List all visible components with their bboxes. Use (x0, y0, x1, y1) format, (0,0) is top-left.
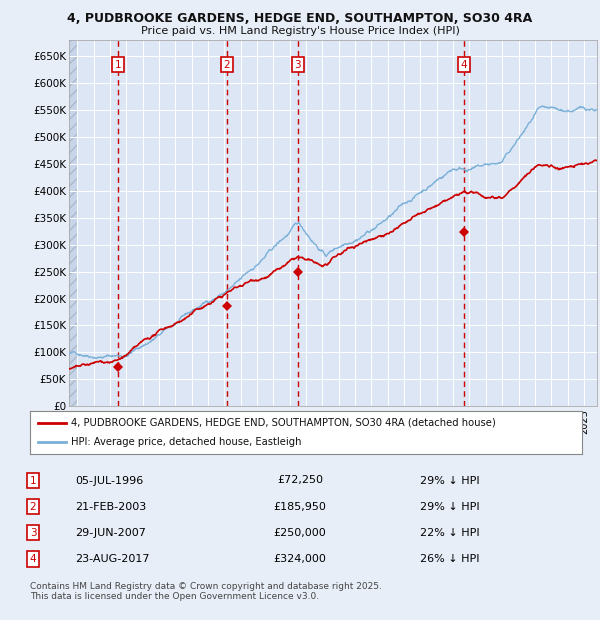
Text: 26% ↓ HPI: 26% ↓ HPI (420, 554, 479, 564)
Text: 29% ↓ HPI: 29% ↓ HPI (420, 502, 479, 512)
Text: £185,950: £185,950 (274, 502, 326, 512)
Text: 3: 3 (29, 528, 37, 538)
Text: £324,000: £324,000 (274, 554, 326, 564)
Text: 29-JUN-2007: 29-JUN-2007 (75, 528, 146, 538)
Text: 2: 2 (29, 502, 37, 512)
Text: 3: 3 (295, 60, 301, 69)
Text: Contains HM Land Registry data © Crown copyright and database right 2025.
This d: Contains HM Land Registry data © Crown c… (30, 582, 382, 601)
Text: Price paid vs. HM Land Registry's House Price Index (HPI): Price paid vs. HM Land Registry's House … (140, 26, 460, 36)
Text: 21-FEB-2003: 21-FEB-2003 (75, 502, 146, 512)
Text: 1: 1 (29, 476, 37, 485)
Text: 1: 1 (115, 60, 121, 69)
Text: 22% ↓ HPI: 22% ↓ HPI (420, 528, 479, 538)
Text: 23-AUG-2017: 23-AUG-2017 (75, 554, 149, 564)
Text: £250,000: £250,000 (274, 528, 326, 538)
Text: 4, PUDBROOKE GARDENS, HEDGE END, SOUTHAMPTON, SO30 4RA (detached house): 4, PUDBROOKE GARDENS, HEDGE END, SOUTHAM… (71, 418, 496, 428)
Text: 05-JUL-1996: 05-JUL-1996 (75, 476, 143, 485)
Bar (69, 40, 77, 406)
Text: 4, PUDBROOKE GARDENS, HEDGE END, SOUTHAMPTON, SO30 4RA: 4, PUDBROOKE GARDENS, HEDGE END, SOUTHAM… (67, 12, 533, 25)
Text: 2: 2 (223, 60, 230, 69)
Text: 4: 4 (29, 554, 37, 564)
Text: 29% ↓ HPI: 29% ↓ HPI (420, 476, 479, 485)
Text: HPI: Average price, detached house, Eastleigh: HPI: Average price, detached house, East… (71, 437, 302, 447)
Text: £72,250: £72,250 (277, 476, 323, 485)
Text: 4: 4 (460, 60, 467, 69)
